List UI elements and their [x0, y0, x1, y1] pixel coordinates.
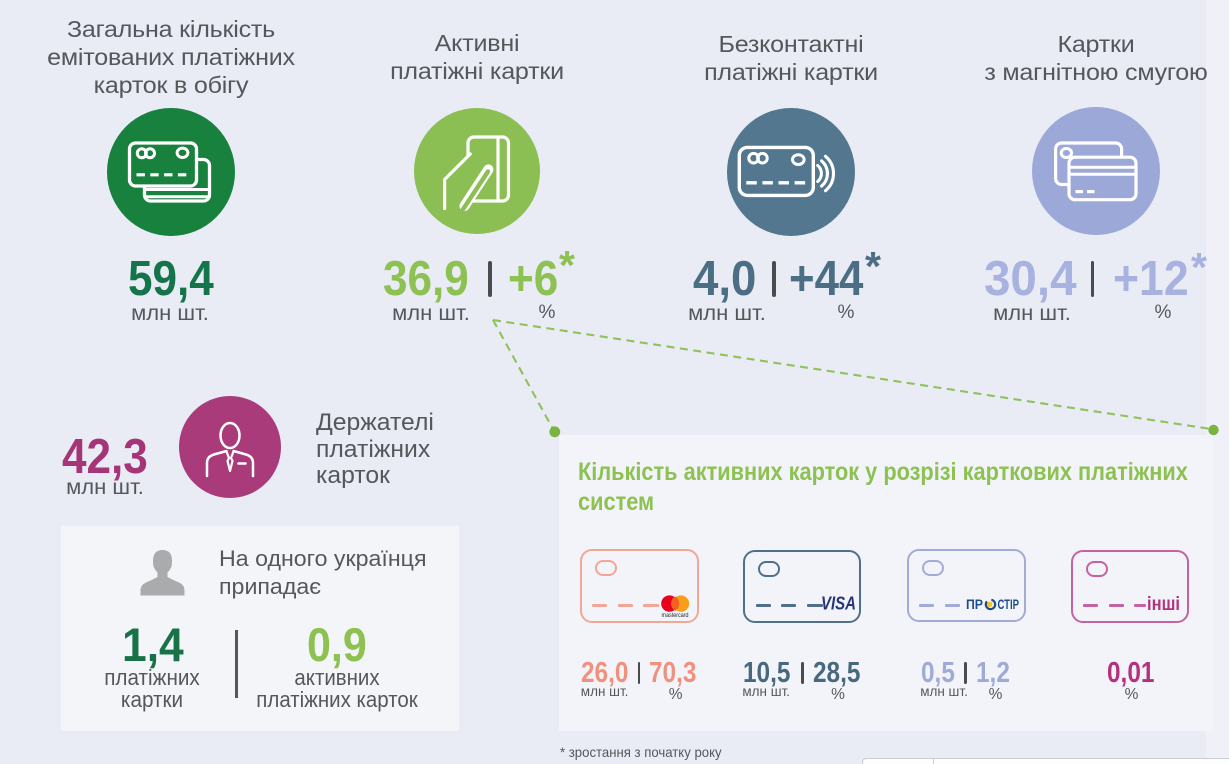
svg-text:mastercard: mastercard	[662, 612, 689, 619]
svg-text:VISA: VISA	[821, 595, 856, 613]
svg-text:СТІР: СТІР	[998, 597, 1020, 612]
svg-text:ПР: ПР	[966, 597, 983, 612]
